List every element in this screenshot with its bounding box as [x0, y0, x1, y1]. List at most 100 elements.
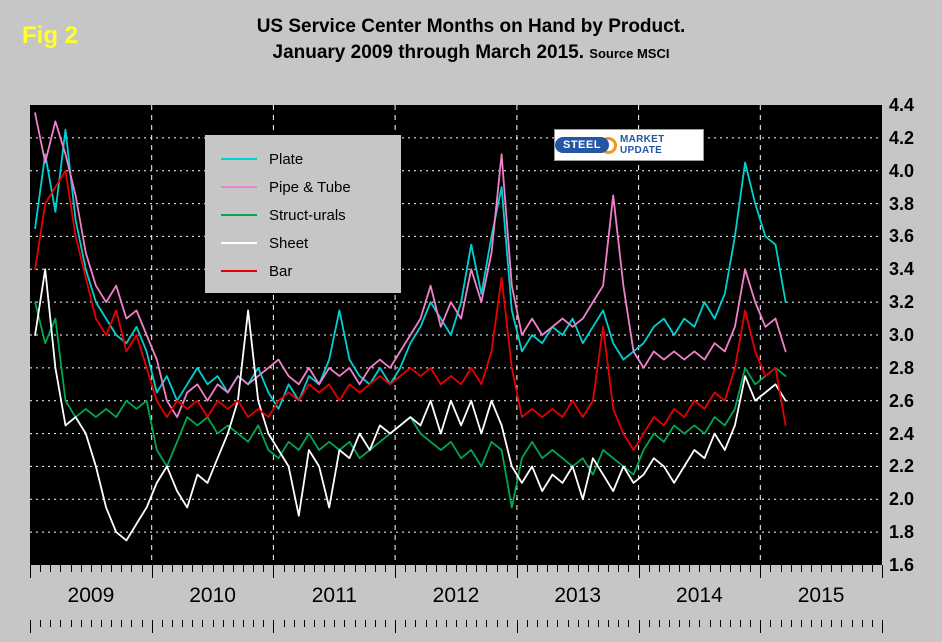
chart-title: US Service Center Months on Hand by Prod… [0, 14, 942, 67]
month-tick [699, 620, 701, 627]
month-tick [40, 565, 42, 572]
legend-label: Pipe & Tube [269, 178, 351, 196]
month-tick [608, 620, 610, 627]
month-tick [506, 565, 508, 572]
month-tick [567, 620, 569, 627]
month-tick [303, 565, 305, 572]
month-tick [293, 565, 295, 572]
month-tick [314, 565, 315, 572]
legend-label: Bar [269, 262, 293, 280]
month-tick [222, 620, 224, 627]
month-tick [101, 565, 102, 572]
month-tick [821, 565, 823, 572]
month-tick [729, 565, 731, 572]
y-tick-label: 3.2 [889, 292, 915, 313]
month-tick [172, 620, 173, 627]
legend-swatch-icon [221, 270, 257, 272]
month-tick [253, 565, 255, 572]
month-tick [496, 565, 498, 572]
month-tick [537, 620, 539, 627]
month-tick [192, 620, 194, 627]
month-tick [111, 565, 113, 572]
month-tick [476, 565, 478, 572]
year-tick [638, 620, 640, 633]
month-tick [628, 620, 630, 627]
month-tick [831, 565, 833, 572]
legend-item-pipe-tube: Pipe & Tube [221, 173, 401, 201]
month-tick [800, 620, 802, 627]
month-tick [780, 565, 782, 572]
month-tick [729, 620, 731, 627]
month-tick [405, 620, 407, 627]
month-tick [547, 620, 549, 627]
x-axis-ticks-upper [30, 565, 883, 580]
month-tick [658, 620, 660, 627]
month-tick [182, 565, 184, 572]
month-tick [577, 620, 579, 627]
legend-label: Struct-urals [269, 206, 346, 224]
year-tick [30, 565, 31, 578]
month-tick [679, 565, 681, 572]
month-tick [831, 620, 833, 627]
month-tick [780, 620, 782, 627]
month-tick [354, 565, 356, 572]
month-tick [425, 620, 427, 627]
year-tick [395, 565, 397, 578]
month-tick [567, 565, 569, 572]
month-tick [121, 565, 123, 572]
month-tick [486, 565, 488, 572]
y-tick-label: 3.4 [889, 259, 915, 280]
month-tick [50, 620, 52, 627]
month-tick [364, 620, 366, 627]
legend-label: Sheet [269, 234, 309, 252]
month-tick [314, 620, 315, 627]
y-tick-label: 2.8 [889, 357, 915, 378]
month-tick [80, 565, 82, 572]
month-tick [740, 620, 741, 627]
month-tick [131, 565, 133, 572]
month-tick [212, 620, 214, 627]
month-tick [70, 620, 72, 627]
chart-title-line2: January 2009 through March 2015. Source … [0, 40, 942, 67]
month-tick [618, 620, 620, 627]
y-tick-label: 2.6 [889, 390, 915, 411]
month-tick [344, 620, 346, 627]
y-axis-labels: 4.4 4.2 4.0 3.8 3.6 3.4 3.2 3.0 2.8 2.6 2.4 2.2 2.0 1… [889, 95, 941, 575]
series-line-bar [34, 169, 787, 451]
year-label-2015: 2015 [797, 584, 845, 607]
month-tick [445, 565, 447, 572]
month-tick [486, 620, 488, 627]
month-tick [232, 620, 234, 627]
month-tick [790, 565, 792, 572]
year-tick [882, 620, 883, 633]
month-tick [50, 565, 52, 572]
legend-item-struct-urals: Struct-urals [221, 201, 401, 229]
month-tick [202, 565, 204, 572]
year-tick [882, 565, 883, 578]
chart-source-label: Source MSCI [589, 46, 670, 61]
month-tick [527, 620, 528, 627]
month-tick [303, 620, 305, 627]
month-tick [283, 565, 285, 572]
month-tick [90, 620, 92, 627]
month-tick [496, 620, 498, 627]
month-tick [466, 620, 468, 627]
month-tick [587, 620, 589, 627]
month-tick [70, 565, 72, 572]
month-tick [861, 620, 863, 627]
month-tick [141, 620, 143, 627]
month-tick [374, 620, 376, 627]
month-tick [811, 620, 812, 627]
y-tick-label: 2.0 [889, 489, 915, 510]
y-tick-label: 4.0 [889, 160, 915, 181]
month-tick [598, 565, 599, 572]
month-tick [243, 565, 244, 572]
x-axis-ticks-lower [30, 620, 883, 635]
month-tick [334, 565, 336, 572]
month-tick [385, 565, 386, 572]
year-label-2014: 2014 [676, 584, 723, 607]
month-tick [587, 565, 589, 572]
year-tick [760, 620, 762, 633]
y-tick-label: 2.2 [889, 456, 915, 477]
